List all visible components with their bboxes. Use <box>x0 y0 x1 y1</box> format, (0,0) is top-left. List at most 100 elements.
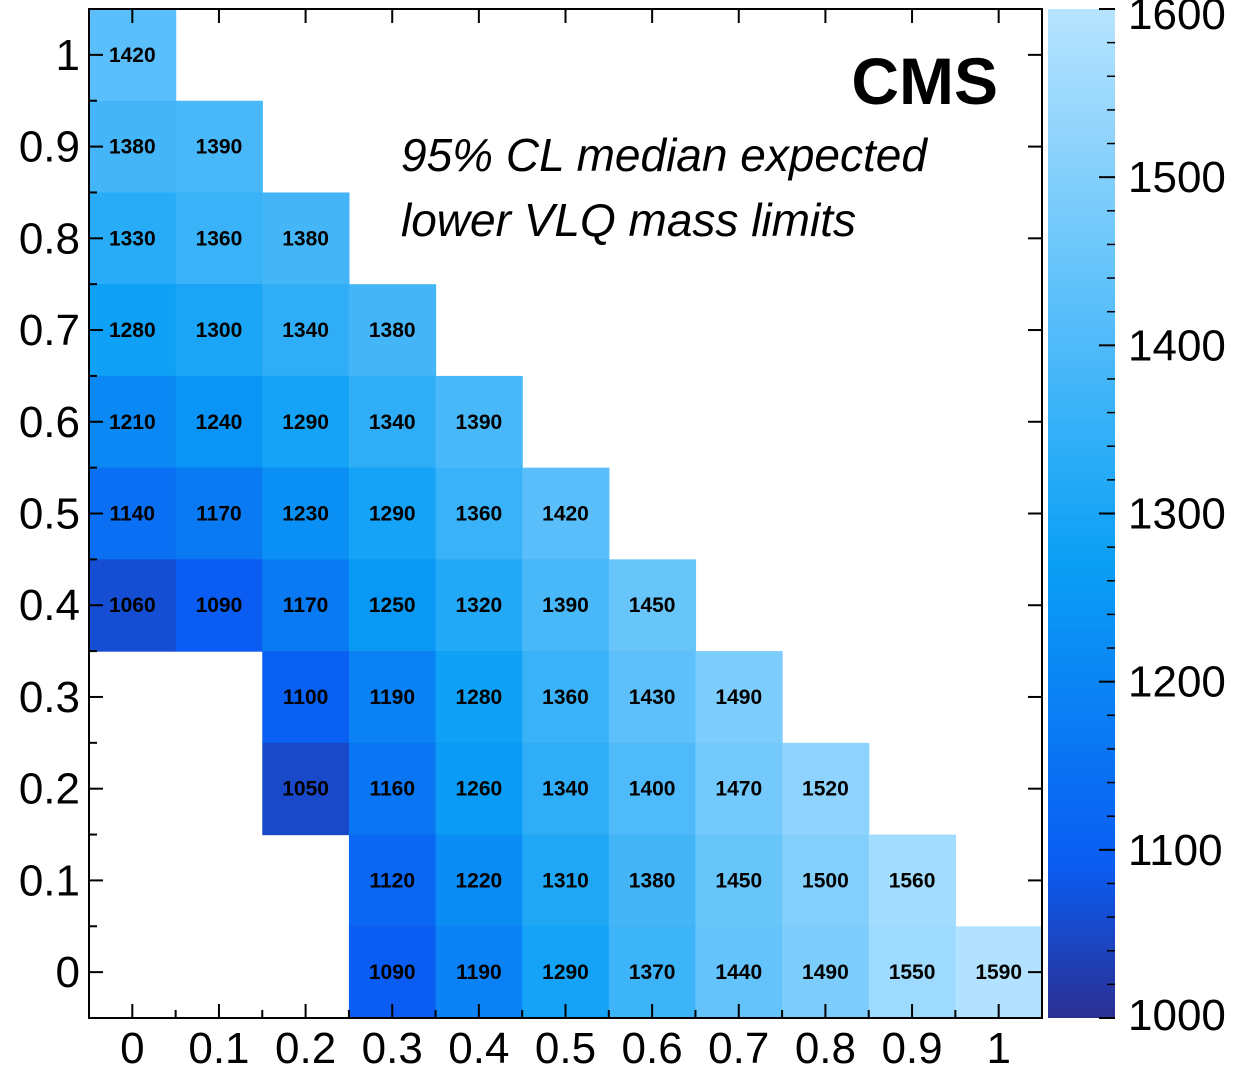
y-tick-label: 0.2 <box>19 765 80 814</box>
heatmap-cell <box>435 651 523 744</box>
y-tick-label: 0.5 <box>19 490 80 539</box>
cell-value-label: 1360 <box>456 503 503 526</box>
z-tick-label: 1000 <box>1128 991 1226 1040</box>
cell-value-label: 1420 <box>109 44 156 67</box>
cell-value-label: 1340 <box>542 778 589 801</box>
heatmap-cell <box>89 284 177 377</box>
caption-line-2: lower VLQ mass limits <box>401 194 856 246</box>
cell-value-label: 1280 <box>456 686 503 709</box>
cell-value-label: 1190 <box>369 686 415 709</box>
heatmap-cell <box>348 559 437 652</box>
heatmap-cell <box>522 651 610 744</box>
y-tick-label: 0.3 <box>19 673 80 722</box>
heatmap-cell <box>175 559 263 652</box>
x-tick-label: 0.6 <box>622 1024 683 1068</box>
z-tick-label: 1100 <box>1128 826 1223 875</box>
heatmap-cell <box>262 467 350 560</box>
cell-value-label: 1280 <box>109 319 156 342</box>
heatmap-cell <box>89 467 177 560</box>
cell-value-label: 1230 <box>282 503 329 526</box>
heatmap-cell <box>262 559 350 652</box>
heatmap-cell <box>262 742 350 836</box>
y-tick-label: 0.9 <box>19 123 80 172</box>
x-tick-label: 0.9 <box>881 1024 942 1068</box>
cell-value-label: 1310 <box>542 869 589 892</box>
cell-value-label: 1120 <box>369 869 415 892</box>
heatmap-cell <box>348 375 437 469</box>
cell-value-label: 1290 <box>542 961 589 984</box>
x-tick-label: 0.4 <box>448 1024 509 1068</box>
color-bar: 1000 1100 1200 1300 1400 1500 1600 <box>1048 0 1226 1040</box>
y-tick-label: 0.1 <box>19 856 80 905</box>
cell-value-label: 1250 <box>369 594 416 617</box>
caption-line-1: 95% CL median expected <box>401 129 928 181</box>
heatmap-cell <box>262 192 350 285</box>
x-axis-ticks: 0 0.1 0.2 0.3 0.4 0.5 0.6 0.7 0.8 0.9 1 <box>120 9 1011 1068</box>
heatmap-cell <box>695 834 783 927</box>
heatmap-cell <box>175 467 263 560</box>
cell-value-label: 1320 <box>456 594 503 617</box>
x-tick-label: 0.8 <box>795 1024 856 1068</box>
x-tick-label: 0.2 <box>275 1024 336 1068</box>
cell-value-label: 1380 <box>629 869 676 892</box>
cell-value-label: 1420 <box>542 503 589 526</box>
heatmap-cell <box>608 559 697 652</box>
heatmap-cell <box>348 467 437 560</box>
heatmap-cell <box>522 834 610 927</box>
cell-value-label: 1430 <box>629 686 676 709</box>
heatmap-cell <box>175 192 263 285</box>
cell-value-label: 1490 <box>715 686 762 709</box>
cell-value-label: 1380 <box>109 136 156 159</box>
experiment-label: CMS <box>851 44 998 118</box>
cell-value-label: 1390 <box>542 594 589 617</box>
z-tick-label: 1300 <box>1128 490 1226 539</box>
cell-value-label: 1440 <box>715 961 762 984</box>
cell-value-label: 1340 <box>369 411 416 434</box>
cell-value-label: 1450 <box>715 869 762 892</box>
cell-value-label: 1380 <box>282 227 329 250</box>
cell-value-label: 1360 <box>196 227 243 250</box>
cell-value-label: 1210 <box>109 411 156 434</box>
heatmap-cell <box>695 926 783 1019</box>
heatmap-cell <box>868 926 956 1019</box>
y-tick-label: 0.8 <box>19 214 80 263</box>
cell-value-label: 1290 <box>369 503 416 526</box>
y-tick-label: 0.4 <box>19 581 80 630</box>
heatmap-cell <box>175 284 263 377</box>
heatmap-cell <box>608 834 697 927</box>
z-tick-label: 1400 <box>1128 321 1226 370</box>
cell-value-label: 1170 <box>196 503 242 526</box>
heatmap-cell <box>522 926 610 1019</box>
heatmap-cell <box>348 926 437 1019</box>
cell-value-label: 1520 <box>802 778 849 801</box>
cell-value-label: 1220 <box>456 869 503 892</box>
cell-value-label: 1550 <box>889 961 936 984</box>
x-tick-label: 0.7 <box>708 1024 769 1068</box>
heatmap-cell <box>348 834 437 927</box>
y-tick-label: 0.7 <box>19 306 80 355</box>
cell-value-label: 1380 <box>369 319 416 342</box>
y-tick-label: 0.6 <box>19 398 80 447</box>
cell-value-label: 1260 <box>456 778 503 801</box>
cell-value-label: 1500 <box>802 869 849 892</box>
cell-value-label: 1490 <box>802 961 849 984</box>
heatmap-cell <box>435 926 523 1019</box>
heatmap-cell <box>435 375 523 469</box>
x-tick-label: 0.5 <box>535 1024 596 1068</box>
heatmap-cell <box>435 467 523 560</box>
heatmap-cell <box>89 559 177 652</box>
heatmap-cell <box>868 834 956 927</box>
chart-annotations: CMS 95% CL median expected lower VLQ mas… <box>401 44 998 246</box>
heatmap-cell <box>522 467 610 560</box>
cell-value-label: 1240 <box>196 411 243 434</box>
heatmap-cell <box>262 651 350 744</box>
y-tick-label: 1 <box>56 31 80 80</box>
z-tick-label: 1200 <box>1128 658 1226 707</box>
cell-value-label: 1100 <box>283 686 329 709</box>
cell-value-label: 1090 <box>369 961 416 984</box>
cell-value-label: 1450 <box>629 594 676 617</box>
cell-value-label: 1300 <box>196 319 243 342</box>
heatmap-cell <box>348 651 437 744</box>
heatmap-cell <box>608 742 697 836</box>
